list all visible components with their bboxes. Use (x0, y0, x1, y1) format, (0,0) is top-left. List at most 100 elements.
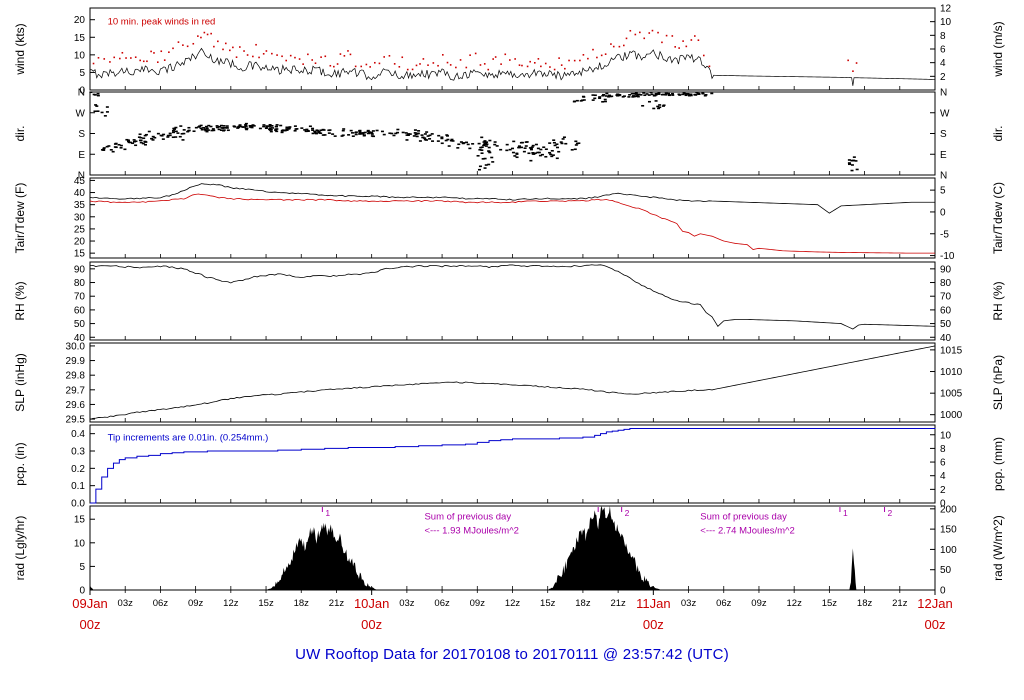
ytick-right: 8 (940, 444, 946, 455)
ytick-right: N (940, 88, 947, 99)
series-wind-direction (209, 125, 213, 128)
series-peak-winds (459, 59, 462, 61)
series-wind-direction (573, 100, 577, 103)
series-wind-direction (608, 94, 612, 97)
series-wind-direction (520, 141, 524, 144)
series-wind-direction (622, 95, 626, 97)
series-wind-direction (223, 127, 226, 129)
series-wind-direction (449, 139, 453, 142)
series-peak-winds (449, 64, 452, 66)
series-wind-direction (649, 91, 653, 94)
x-axis-minor-label: 21z (329, 598, 345, 609)
series-wind-direction (513, 155, 517, 157)
series-wind-direction (358, 129, 362, 132)
series-wind-direction (281, 129, 285, 131)
series-wind-direction (850, 159, 854, 162)
series-wind-direction (315, 130, 319, 132)
series-peak-winds (197, 35, 199, 37)
series-wind-direction (161, 138, 165, 140)
ytick-right: 1005 (940, 389, 963, 400)
series-wind-direction (176, 132, 180, 134)
series-wind-direction (187, 126, 191, 129)
series-wind-direction (487, 146, 491, 149)
series-peak-winds (374, 61, 376, 64)
series-wind-direction (243, 126, 247, 128)
series-peak-winds (217, 40, 219, 43)
series-peak-winds (514, 58, 516, 60)
series-wind-direction (657, 91, 661, 94)
series-peak-winds (324, 55, 327, 58)
series-wind-direction (656, 105, 660, 108)
series-wind-direction (168, 132, 172, 135)
series-wind-direction (220, 127, 224, 129)
series-peak-winds (109, 61, 111, 63)
series-wind-direction (268, 128, 271, 131)
series-peak-winds (533, 62, 536, 64)
series-wind-direction (508, 148, 512, 151)
series-wind-direction (555, 157, 559, 160)
series-wind-direction (529, 159, 533, 162)
series-wind-direction (186, 130, 190, 133)
series-wind-direction (305, 128, 309, 131)
ytick-left: 0.4 (71, 429, 85, 440)
series-wind-direction (431, 140, 435, 142)
series-wind-direction (661, 93, 665, 96)
series-peak-winds (339, 53, 342, 55)
series-wind-direction (529, 148, 533, 151)
series-wind-direction (687, 94, 691, 97)
ytick-left: 30 (74, 212, 86, 223)
series-wind-direction (533, 152, 537, 155)
series-peak-winds (383, 56, 385, 58)
series-wind-direction (396, 128, 400, 131)
ytick-right: N (940, 171, 947, 182)
series-wind-direction (484, 145, 488, 147)
series-wind-direction (632, 95, 636, 98)
series-wind-direction (591, 99, 595, 101)
series-peak-winds (629, 29, 632, 32)
series-wind-direction (199, 127, 203, 130)
series-wind-direction (95, 105, 99, 107)
series-peak-winds (255, 43, 257, 46)
x-axis-hour-label-major: 00z (80, 617, 101, 632)
series-wind-direction (484, 142, 488, 144)
series-wind-direction (367, 131, 371, 133)
series-wind-direction (450, 138, 454, 141)
series-wind-direction (544, 155, 548, 158)
series-wind-direction (704, 94, 708, 96)
series-wind-direction (459, 141, 463, 143)
series-wind-direction (96, 110, 100, 112)
series-peak-winds (182, 44, 184, 46)
series-wind-direction (105, 106, 109, 108)
series-wind-direction (313, 130, 317, 133)
panel-annotation: <--- 1.93 MJoules/m^2 (424, 526, 518, 537)
series-wind-direction (143, 134, 147, 137)
ytick-left: 40 (74, 188, 86, 199)
series-peak-winds (518, 64, 521, 66)
series-wind-direction (417, 130, 421, 132)
series-wind-direction (478, 165, 482, 168)
series-wind-direction (483, 157, 487, 160)
series-wind-direction (618, 94, 622, 96)
series-wind-direction (89, 91, 93, 94)
series-peak-winds (500, 63, 502, 65)
series-wind-direction (198, 125, 202, 128)
series-wind-direction (495, 145, 499, 147)
series-wind-direction (570, 149, 574, 151)
series-wind-direction (423, 137, 427, 139)
series-peak-winds (314, 62, 317, 64)
series-wind-direction (200, 128, 204, 131)
series-wind-direction (482, 141, 486, 143)
series-peak-winds (229, 49, 231, 52)
panel-annotation: Sum of previous day (700, 511, 787, 522)
x-axis-minor-label: 03z (681, 598, 697, 609)
series-wind-direction (147, 130, 151, 133)
rad-day-marker: 1 (325, 508, 330, 518)
series-wind-direction (654, 93, 658, 95)
series-wind-direction (404, 132, 408, 134)
series-wind-direction (415, 135, 419, 138)
x-axis-day-label: 11Jan (636, 596, 670, 611)
axis-label-right: dir. (991, 125, 1005, 141)
series-wind-direction (548, 151, 552, 154)
x-axis-hour-label-major: 00z (361, 617, 382, 632)
ytick-right: 5 (940, 186, 946, 197)
